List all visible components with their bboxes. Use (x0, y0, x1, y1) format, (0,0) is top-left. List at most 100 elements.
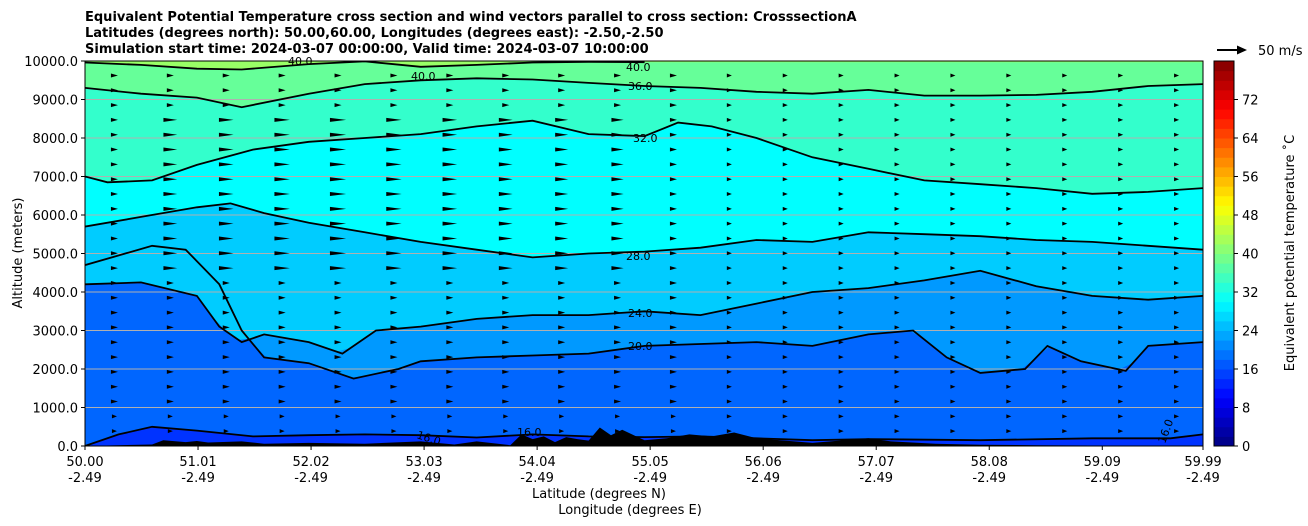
wind-arrow (614, 399, 622, 404)
wind-arrow (894, 162, 900, 167)
colorbar-segment (1214, 243, 1234, 254)
wind-arrow (782, 177, 788, 182)
wind-arrow (1006, 414, 1012, 419)
wind-arrow (1118, 206, 1124, 211)
wind-arrow (334, 103, 342, 108)
wind-arrow (274, 206, 290, 211)
x-tick-label-lon: -2.49 (294, 471, 328, 486)
colorbar-segment (1214, 186, 1234, 197)
wind-arrow (1174, 132, 1180, 137)
colorbar-tick-label: 8 (1242, 402, 1250, 417)
wind-arrow (335, 414, 341, 419)
wind-arrow (110, 147, 118, 152)
wind-arrow (555, 177, 569, 182)
contour-36 (85, 77, 1203, 109)
colorbar-label: Equivalent potential temperature ˚C (1282, 135, 1298, 371)
colorbar-tick-label: 48 (1242, 209, 1259, 224)
wind-arrow (669, 132, 677, 137)
wind-arrow (782, 399, 788, 404)
wind-arrow (278, 73, 286, 78)
wind-arrow (726, 369, 732, 374)
wind-arrow (782, 162, 788, 167)
wind-arrow (386, 251, 402, 256)
wind-arrow (278, 399, 286, 404)
x-tick-label-lat: 56.06 (745, 455, 782, 470)
wind-arrow (1118, 429, 1124, 434)
wind-arrow (1006, 310, 1012, 315)
wind-arrow (1006, 177, 1012, 182)
wind-arrow (446, 355, 454, 360)
wind-arrow (386, 221, 402, 226)
wind-arrow (950, 103, 956, 108)
wind-arrow (218, 192, 234, 197)
wind-arrow (838, 132, 844, 137)
wind-arrow (611, 206, 624, 211)
wind-arrow (110, 236, 118, 241)
wind-arrow (838, 325, 844, 330)
colorbar-segment (1214, 234, 1234, 245)
wind-arrow (1006, 221, 1012, 226)
wind-arrow (1062, 310, 1068, 315)
wind-arrow (611, 221, 624, 226)
wind-arrow (110, 177, 118, 182)
wind-arrow (110, 73, 118, 78)
wind-arrow (163, 132, 178, 137)
wind-arrow (950, 192, 956, 197)
wind-arrow (1118, 103, 1124, 108)
wind-arrow (166, 103, 174, 108)
wind-arrow (274, 162, 290, 167)
wind-arrow (726, 177, 732, 182)
wind-arrow (390, 280, 398, 285)
wind-arrow (502, 340, 510, 345)
wind-arrow (782, 73, 788, 78)
wind-arrow (502, 280, 510, 285)
wind-arrow (442, 236, 458, 241)
wind-arrow (669, 280, 677, 285)
colorbar-segment (1214, 118, 1234, 129)
wind-arrow (442, 132, 458, 137)
wind-arrow (329, 236, 347, 241)
wind-arrow (782, 384, 788, 389)
colorbar-segment (1214, 99, 1234, 110)
wind-arrow (218, 266, 234, 271)
wind-arrow (1062, 384, 1068, 389)
wind-arrow (1006, 340, 1012, 345)
wind-arrow (442, 221, 458, 226)
wind-arrow (390, 88, 398, 93)
wind-arrow (726, 103, 732, 108)
wind-arrow (111, 414, 117, 419)
wind-arrow (1174, 177, 1180, 182)
colorbar-tick-label: 56 (1242, 171, 1259, 186)
y-axis: 0.0 1000.0 2000.0 3000.0 4000.0 5000.0 6000.0 7… (24, 55, 85, 455)
chart-title: Equivalent Potential Temperature cross s… (85, 10, 857, 57)
colorbar-segment (1214, 378, 1234, 389)
wind-arrow (782, 429, 788, 434)
wind-arrow (1006, 132, 1012, 137)
wind-arrow (670, 429, 676, 434)
wind-arrow (838, 236, 844, 241)
wind-arrow (390, 295, 398, 300)
contour-label-20: 20.0 (628, 340, 653, 353)
wind-arrow (498, 162, 513, 167)
wind-arrow (222, 325, 230, 330)
wind-arrow (1174, 325, 1180, 330)
wind-arrow (1118, 414, 1124, 419)
wind-arrow (726, 355, 732, 360)
wind-arrow (726, 221, 732, 226)
wind-arrow (669, 147, 677, 152)
wind-arrow (447, 414, 453, 419)
wind-arrow (278, 355, 286, 360)
x-tick-label-lon: -2.49 (407, 471, 441, 486)
wind-arrow (167, 414, 173, 419)
wind-arrow (726, 414, 732, 419)
y-tick-label: 1000.0 (33, 402, 79, 417)
x-tick-label-lon: -2.49 (181, 471, 215, 486)
wind-arrow (838, 206, 844, 211)
x-tick-label-lon: -2.49 (746, 471, 780, 486)
wind-arrow (110, 280, 118, 285)
wind-arrow (614, 73, 622, 78)
wind-arrow (446, 280, 454, 285)
wind-arrow (502, 369, 510, 374)
wind-arrow (782, 266, 788, 271)
wind-arrow (1006, 236, 1012, 241)
